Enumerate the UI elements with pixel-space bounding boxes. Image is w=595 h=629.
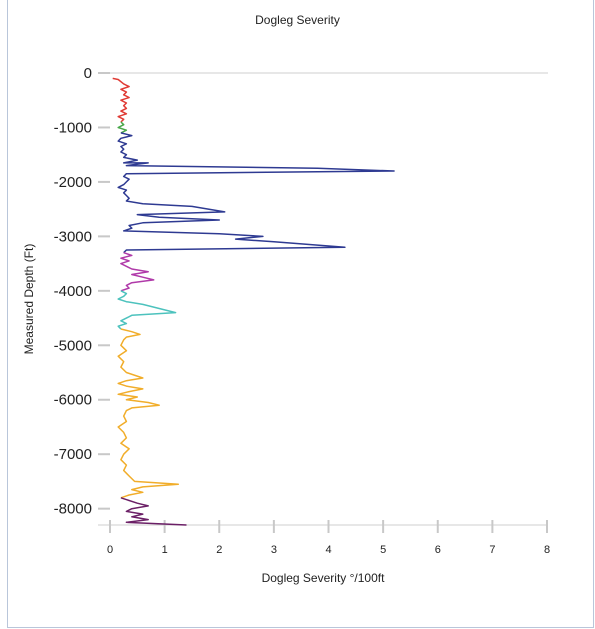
series-line-6: [117, 328, 180, 499]
y-tick-label: -2000: [54, 174, 92, 191]
x-tick-label: 0: [107, 544, 113, 556]
series-line-7: [120, 497, 187, 526]
x-axis-label: Dogleg Severity °/100ft: [262, 571, 386, 585]
y-ticks: 0 -1000 -2000 -3000 -4000 -5000 -6000 -7000 -800…: [54, 65, 110, 518]
series-lines: [112, 77, 395, 526]
y-axis-label: Measured Depth (Ft): [22, 244, 36, 355]
y-tick-label: -8000: [54, 501, 92, 518]
series-line-5: [117, 290, 177, 330]
x-tick-label: 1: [162, 544, 168, 556]
series-line-2: [117, 121, 128, 134]
chart-panel: [7, 0, 594, 628]
chart-title: Dogleg Severity: [255, 13, 340, 27]
y-tick-label: 0: [84, 65, 92, 82]
x-tick-label: 2: [216, 544, 222, 556]
y-tick-label: -6000: [54, 392, 92, 409]
y-tick-label: -4000: [54, 283, 92, 300]
x-tick-label: 7: [489, 544, 495, 556]
x-ticks: 0 1 2 3 4 5 6 7 8: [107, 520, 550, 556]
x-tick-label: 4: [325, 544, 331, 556]
series-line-4: [120, 251, 155, 292]
y-tick-label: -1000: [54, 119, 92, 136]
series-line-3: [117, 132, 395, 254]
y-tick-label: -7000: [54, 446, 92, 463]
axes: [98, 72, 548, 526]
series-line-1: [112, 77, 130, 123]
x-tick-label: 8: [544, 544, 550, 556]
y-tick-label: -5000: [54, 337, 92, 354]
x-tick-label: 5: [380, 544, 386, 556]
x-tick-label: 3: [271, 544, 277, 556]
x-tick-label: 6: [435, 544, 441, 556]
y-tick-label: -3000: [54, 228, 92, 245]
